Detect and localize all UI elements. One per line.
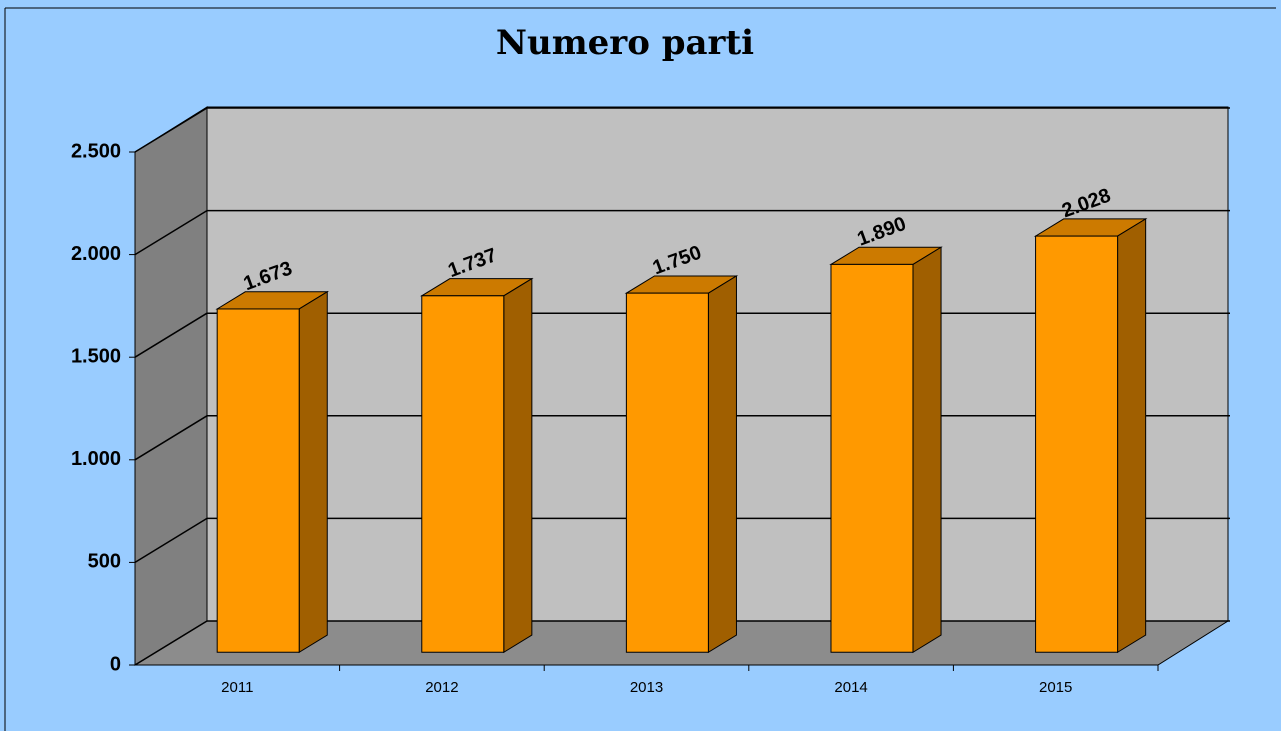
bar bbox=[829, 246, 943, 654]
bar bbox=[1033, 218, 1148, 654]
bar bbox=[624, 275, 739, 654]
bar-front bbox=[421, 295, 505, 653]
bar-side bbox=[298, 290, 328, 654]
y-tick-label: 2.000 bbox=[71, 243, 121, 265]
bar bbox=[420, 277, 534, 654]
grid-line-side bbox=[134, 209, 208, 256]
bar-front bbox=[830, 263, 914, 653]
side-wall bbox=[134, 106, 208, 666]
y-tick-label: 500 bbox=[88, 551, 121, 573]
x-tick-label: 2013 bbox=[630, 679, 663, 696]
x-tick-label: 2011 bbox=[221, 679, 253, 696]
grid-line-side bbox=[134, 517, 208, 564]
bar-side bbox=[707, 275, 737, 654]
bar-front bbox=[216, 308, 300, 653]
grid-line-side bbox=[134, 107, 208, 153]
bar-side bbox=[1117, 218, 1147, 654]
bar-side bbox=[503, 277, 533, 654]
bar bbox=[215, 290, 330, 654]
bar-side bbox=[912, 246, 942, 654]
bar-front bbox=[625, 292, 709, 653]
chart-title: Numero parti bbox=[496, 23, 754, 63]
x-tick-label: 2012 bbox=[425, 679, 458, 696]
x-tick-label: 2014 bbox=[834, 679, 867, 696]
y-tick-label: 0 bbox=[110, 653, 121, 675]
grid-line-side bbox=[134, 620, 208, 666]
y-tick-label: 1.000 bbox=[71, 448, 121, 470]
x-tick-label: 2015 bbox=[1039, 679, 1072, 696]
grid-line-side bbox=[134, 415, 208, 461]
bar-front bbox=[1035, 235, 1119, 653]
y-tick-label: 2.500 bbox=[71, 140, 121, 162]
grid-line-side bbox=[134, 312, 208, 358]
y-tick-label: 1.500 bbox=[71, 345, 121, 367]
